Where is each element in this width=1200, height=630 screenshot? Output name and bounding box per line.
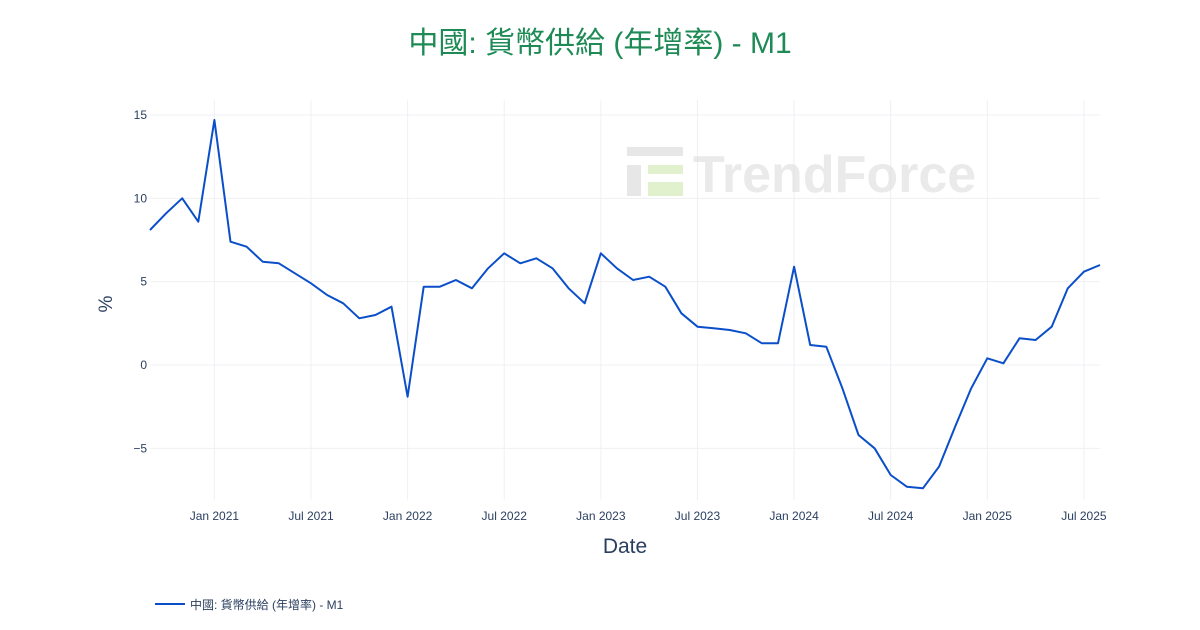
y-tick-label: 5 [140,275,147,289]
x-tick-label: Jul 2021 [288,509,334,523]
x-axis-title: Date [603,535,647,558]
y-axis: 15 10 5 0 −5 [133,108,147,455]
y-tick-label: 15 [134,108,148,122]
x-tick-label: Jul 2025 [1061,509,1107,523]
chart-title: 中國: 貨幣供給 (年增率) - M1 [408,27,792,60]
y-tick-label: 10 [134,191,148,205]
watermark-logo-bar-3 [648,165,683,174]
series-line [149,119,1101,490]
x-tick-label: Jan 2023 [576,509,626,523]
x-tick-label: Jan 2021 [190,509,240,523]
watermark-text: TrendForce [693,146,976,204]
watermark-logo-bar-1 [627,147,683,156]
watermark-logo-bar-4 [648,182,683,196]
y-tick-label: 0 [140,358,147,372]
legend[interactable]: 中國: 貨幣供給 (年增率) - M1 [155,594,343,614]
y-tick-label: −5 [133,441,147,455]
watermark: TrendForce [627,146,976,204]
x-tick-label: Jul 2023 [675,509,721,523]
series-layer [149,119,1101,490]
x-tick-label: Jul 2022 [482,509,528,523]
x-axis: Jan 2021 Jul 2021 Jan 2022 Jul 2022 Jan 2023… [190,509,1107,523]
x-tick-label: Jan 2022 [383,509,433,523]
legend-line-swatch [155,603,185,605]
y-axis-title: % [96,295,117,312]
x-tick-label: Jan 2024 [769,509,819,523]
watermark-logo-bar-2 [627,165,641,196]
x-tick-label: Jul 2024 [868,509,914,523]
legend-label: 中國: 貨幣供給 (年增率) - M1 [190,597,344,612]
x-tick-label: Jan 2025 [963,509,1013,523]
